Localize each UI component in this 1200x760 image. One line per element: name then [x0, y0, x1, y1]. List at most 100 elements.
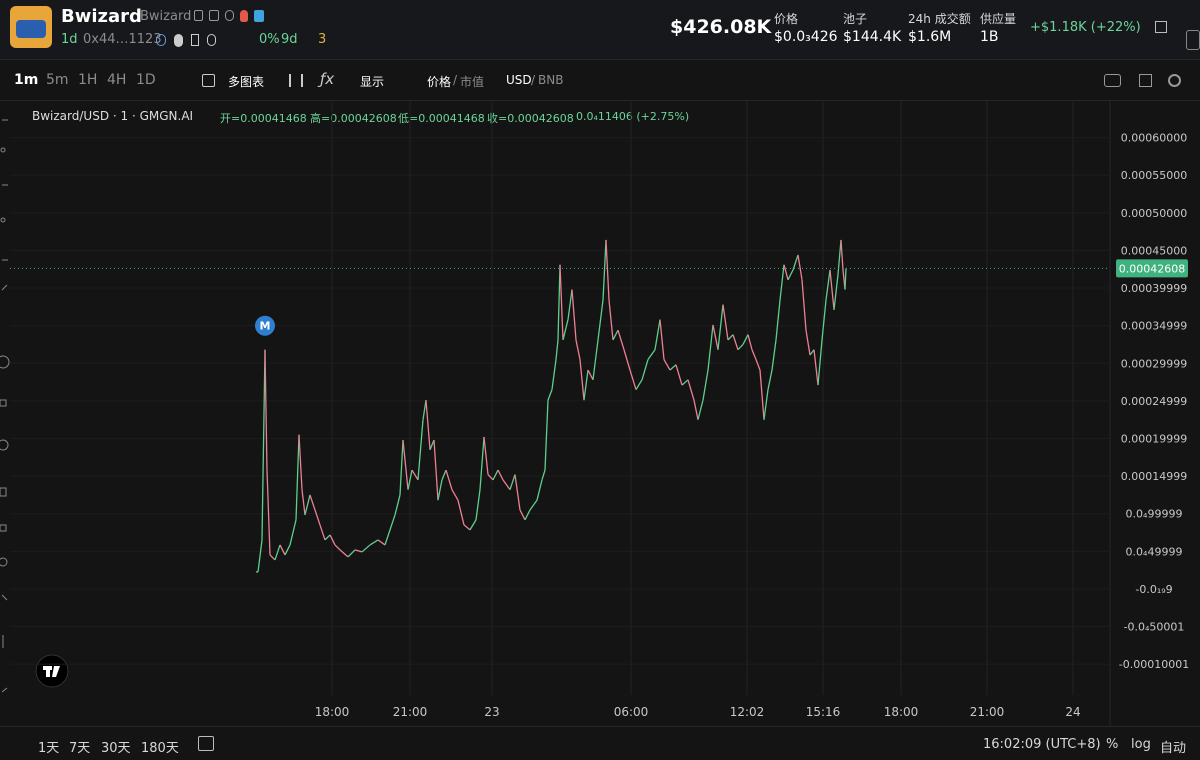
holder-pct: 0%	[259, 32, 280, 47]
interval[interactable]: 4H	[107, 72, 127, 88]
price-toggle[interactable]: 价格	[427, 75, 452, 89]
price-segment	[429, 439, 435, 451]
price-segment	[295, 434, 300, 520]
interval[interactable]: 1m	[14, 72, 39, 88]
bnb-toggle[interactable]: BNB	[538, 73, 564, 87]
price-segment	[483, 436, 489, 475]
camera-icon[interactable]	[1104, 74, 1121, 87]
date-range-icon[interactable]	[198, 736, 214, 751]
separator: /	[531, 73, 536, 87]
price-segment	[829, 269, 835, 310]
x-tick-label: 21:00	[393, 705, 428, 719]
side-toggle[interactable]	[1186, 30, 1200, 50]
price-segment	[347, 549, 356, 558]
price-segment	[541, 469, 546, 481]
price-segment	[608, 300, 614, 341]
address[interactable]: 0x44…1123	[83, 32, 162, 47]
range[interactable]: 30天	[101, 741, 131, 756]
log-toggle[interactable]: log	[1131, 737, 1151, 752]
price-segment	[544, 400, 549, 471]
price-segment	[837, 239, 842, 275]
price-segment	[384, 529, 391, 546]
add-icon	[202, 74, 215, 87]
interval[interactable]: 1D	[136, 72, 156, 88]
price-segment	[583, 369, 589, 401]
price-segment	[334, 544, 341, 551]
price-segment	[411, 469, 419, 481]
token-alias: Bwizard	[140, 9, 192, 24]
share-icon[interactable]	[1155, 21, 1167, 33]
price-segment	[641, 359, 649, 381]
price-segment	[557, 264, 561, 340]
price-segment	[324, 534, 331, 541]
price-segment	[284, 544, 291, 556]
price-segment	[767, 369, 773, 390]
price-segment	[274, 544, 281, 561]
percent-toggle[interactable]: %	[1106, 737, 1119, 752]
price-segment	[771, 339, 777, 371]
price-segment	[759, 369, 765, 420]
x-tick-label: 24	[1065, 705, 1080, 719]
price-segment	[437, 479, 443, 501]
usd-toggle[interactable]: USD	[506, 73, 532, 87]
fx-icon[interactable]: ƒx	[320, 70, 335, 88]
price-segment	[635, 379, 643, 390]
price-segment	[555, 339, 559, 360]
price-segment	[605, 239, 610, 301]
price-segment	[394, 494, 401, 516]
price-segment	[763, 389, 769, 420]
y-tick-label: -0.00010001	[1119, 658, 1189, 671]
price-segment	[629, 369, 637, 390]
tv-logo	[35, 654, 69, 688]
price-segment	[497, 469, 504, 481]
stat-value: $0.0₃426	[774, 29, 838, 45]
y-tick-label: 0.0₄99999	[1126, 508, 1183, 521]
y-tick-label: 0.00014999	[1121, 470, 1187, 483]
legend-symbol: Bwizard/USD · 1 · GMGN.AI	[32, 109, 194, 123]
price-segment	[309, 494, 316, 511]
x-tick-label: 06:00	[614, 705, 649, 719]
price-segment	[425, 400, 431, 450]
price-segment	[441, 469, 447, 481]
range[interactable]: 7天	[69, 741, 91, 756]
chart: 0.00060000 0.00055000 0.00050000 0.00045000…	[0, 100, 1189, 726]
price-segment	[654, 319, 661, 350]
price-segment	[389, 514, 396, 531]
price-segment	[519, 509, 526, 521]
y-tick-label: -0.0₁₉9	[1135, 583, 1172, 596]
price-segment	[717, 304, 724, 350]
display[interactable]: 显示	[360, 75, 385, 89]
y-tick-label: 0.0₄49999	[1126, 545, 1183, 558]
x-tick-label: 15:16	[806, 705, 841, 719]
settings-icon[interactable]	[1168, 74, 1181, 87]
price-segment	[747, 334, 753, 350]
mcap-toggle[interactable]: 市值	[460, 75, 485, 89]
stat-value: 1B	[980, 29, 999, 45]
price-segment	[301, 489, 306, 515]
fullscreen-icon[interactable]	[1139, 74, 1152, 87]
price-segment	[279, 544, 286, 556]
candle-icon[interactable]	[289, 74, 303, 87]
price-segment	[314, 509, 321, 526]
price-segment	[681, 379, 689, 386]
price-segment	[587, 369, 594, 381]
price-segment	[702, 369, 709, 401]
price-segment	[575, 339, 581, 360]
y-tick-label: 0.00024999	[1121, 395, 1187, 408]
left-tools	[0, 119, 10, 693]
auto-toggle[interactable]: 自动	[1160, 741, 1187, 756]
range[interactable]: 180天	[141, 741, 179, 756]
price-segment	[712, 324, 719, 350]
range[interactable]: 1天	[38, 741, 60, 756]
price-segment	[562, 319, 569, 341]
price-segment	[571, 289, 577, 341]
multi-chart[interactable]: 多图表	[228, 75, 265, 89]
interval[interactable]: 1H	[78, 72, 98, 88]
icons	[194, 10, 264, 24]
count: 3	[318, 32, 327, 47]
legend-change: 0.0₄11406 (+2.75%)	[576, 110, 690, 123]
price-segment	[844, 268, 847, 290]
interval[interactable]: 5m	[46, 72, 69, 88]
price-segment	[567, 289, 573, 320]
